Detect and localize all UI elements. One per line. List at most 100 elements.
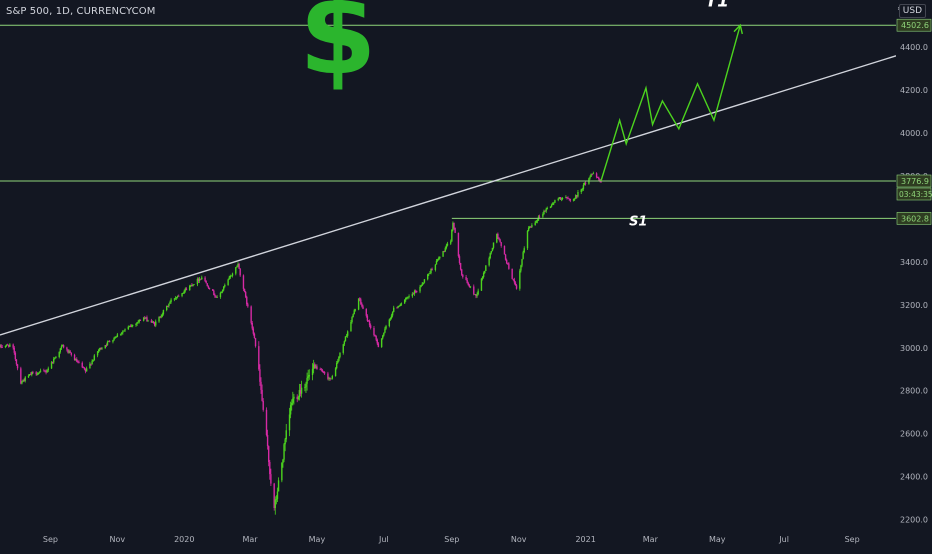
candle-body [468,285,471,288]
candle-body [576,195,578,197]
candle-body [444,248,446,252]
candle-body [567,197,569,199]
candle-body [214,295,216,297]
candle-body [331,376,333,379]
y-tick-label: 2400.0 [900,473,928,482]
candle-body [274,499,276,508]
candle-body [423,279,426,283]
candle-body [116,334,119,337]
candle-body [458,256,461,263]
candle-body [454,227,456,233]
candle-body [68,351,70,353]
candle-body [328,378,330,379]
candle-body [285,430,287,440]
candle-body [254,338,257,347]
projection-path[interactable] [600,25,741,182]
candle-body [489,252,491,259]
candle-body [150,320,153,323]
candle-body [520,265,522,271]
currency-button[interactable]: USD [898,4,926,18]
candle-body [84,369,87,372]
x-tick-label: Nov [511,535,527,544]
candle-body [477,290,479,295]
candle-body [316,366,318,370]
candle-body [497,233,499,238]
candle-body [23,379,25,381]
candle-body [276,491,279,499]
candle-body [420,285,422,287]
candle-body [219,292,222,298]
candle-body [465,276,467,280]
candle-body [473,286,475,295]
candle-body [572,199,575,201]
candle-body [436,259,439,261]
candle-body [515,285,518,289]
candle-body [429,273,431,274]
candle-body [374,334,376,337]
candle-body [252,328,255,334]
candle-body [136,322,138,324]
candle-body [216,297,218,298]
candle-body [305,383,307,388]
candle-body [538,216,541,218]
price-axis[interactable] [896,0,932,550]
candle-body [346,331,349,336]
candle-body [258,346,260,370]
candle-body [129,326,132,328]
candle-body [123,330,125,332]
candle-body [338,356,340,361]
candle-body [139,319,142,321]
candle-body [90,363,92,365]
candle-body [224,285,226,287]
candle-body [451,229,453,242]
candle-body [96,351,99,356]
candle-body [1,346,3,348]
dollar-sign-annotation: $ [299,0,377,100]
candle-body [174,297,177,299]
x-tick-label: 2021 [575,535,595,544]
x-tick-label: May [309,535,326,544]
candle-body [544,210,546,212]
candle-body [15,359,18,365]
candle-body [413,290,416,294]
candle-body [22,379,24,382]
candle-body [158,316,160,322]
candle-body [469,286,472,288]
candle-body [300,387,303,394]
candle-body [81,362,83,368]
candle-body [360,299,362,304]
candle-body [277,480,280,492]
candle-body [503,245,506,255]
candle-body [565,197,567,198]
candle-body [373,328,375,335]
candle-body [308,374,310,377]
candle-body [560,198,563,200]
candle-body [598,177,600,180]
candle-body [231,273,234,276]
candle-body [466,279,468,284]
candle-body [512,278,514,280]
candle-body [66,347,68,350]
candle-body [577,191,579,197]
y-tick-label: 2200.0 [900,516,928,525]
candle-body [119,333,122,335]
countdown-label-box [896,187,932,201]
candle-body [51,362,54,364]
candle-body [428,273,430,275]
level-label-box [896,174,932,188]
candle-body [403,299,406,304]
candle-body [153,322,156,326]
candle-body [496,233,498,243]
candle-body [443,251,445,252]
candle-body [12,344,14,348]
candle-body [445,245,448,249]
candle-body [491,247,494,252]
candle-body [461,269,463,275]
trendline[interactable] [0,55,897,336]
candle-body [35,372,37,375]
candle-body [259,369,261,382]
candle-body [590,173,592,177]
candle-body [251,322,253,329]
